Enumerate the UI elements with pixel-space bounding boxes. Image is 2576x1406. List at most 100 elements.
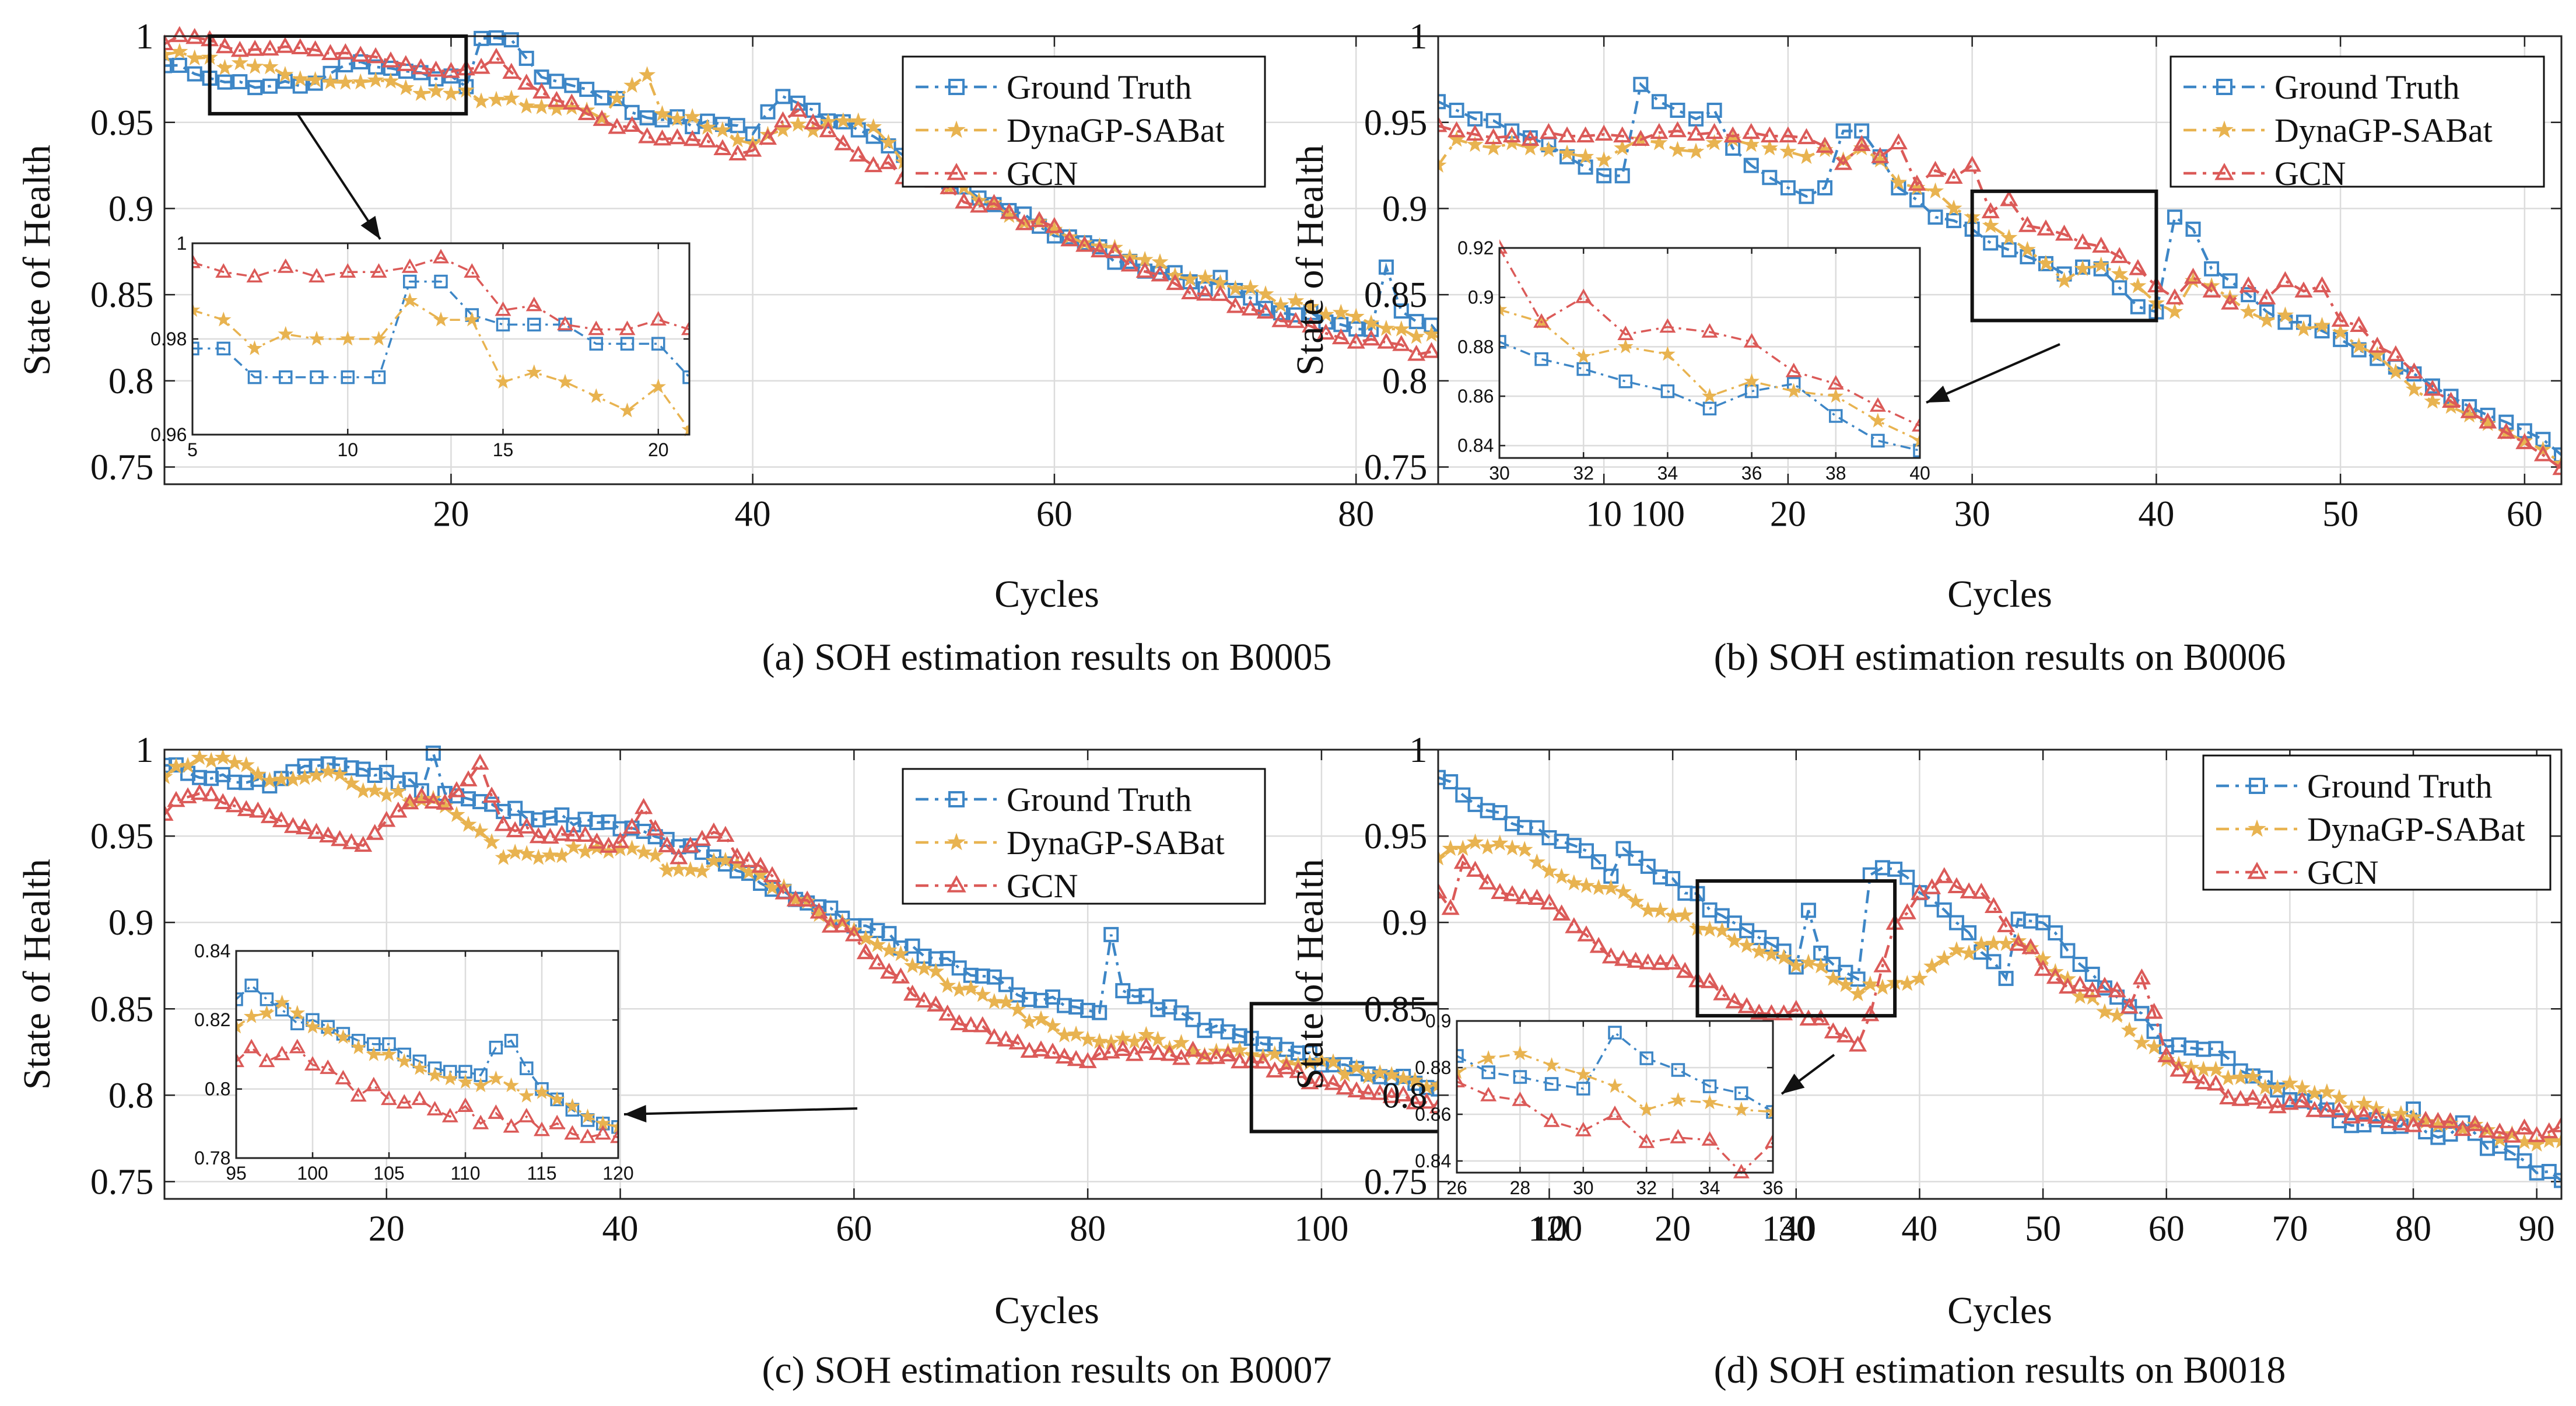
panel-b-point-dyna — [1706, 134, 1723, 151]
panel-a-point-gcn — [1105, 242, 1124, 258]
panel-b-point-gcn — [1484, 128, 1503, 145]
panel-b-point-dyna — [1890, 173, 1907, 190]
panel-c-inset-point-gcn — [320, 1059, 337, 1074]
panel-c-point-dyna — [1032, 1010, 1050, 1027]
panel-a-point-gcn — [1030, 211, 1049, 228]
panel-a-inset-line-gcn — [192, 256, 689, 331]
panel-a-inset-point-gt — [192, 341, 199, 356]
panel-c-point-dyna — [986, 993, 1003, 1009]
panel-c-inset-point-dyna — [396, 1053, 412, 1068]
panel-b-inset-point-dyna — [1912, 432, 1920, 447]
panel-c-point-gcn — [670, 848, 688, 865]
panel-c-point-gcn — [272, 811, 290, 827]
panel-d-point-gcn — [2318, 1101, 2336, 1117]
panel-b-inset-xtick-label: 30 — [1489, 463, 1510, 484]
panel-c-point-dyna — [214, 749, 232, 765]
panel-c-point-gcn — [962, 1016, 980, 1033]
panel-b-point-gcn — [2294, 281, 2313, 298]
panel-c-point-gt — [1185, 1012, 1201, 1027]
panel-b-point-gcn — [2239, 276, 2258, 293]
panel-c-point-dyna — [1383, 1066, 1400, 1082]
panel-d-point-gcn — [1947, 877, 1966, 894]
panel-d-xtick-label: 50 — [2025, 1209, 2061, 1248]
panel-b-inset-point-gcn — [1575, 288, 1592, 303]
panel-c-point-gcn — [1301, 1073, 1319, 1090]
panel-d-point-gcn — [2157, 1046, 2176, 1062]
panel-a-ytick-label: 0.75 — [90, 448, 154, 488]
panel-d-point-gt — [1615, 841, 1631, 856]
panel-c-point-gcn — [295, 818, 314, 835]
panel-b-point-gcn — [2184, 267, 2203, 284]
panel-a-inset-point-gt — [279, 370, 293, 384]
panel-c-inset-point-dyna — [488, 1070, 504, 1086]
panel-a-legend-label-gt: Ground Truth — [1007, 68, 1191, 106]
panel-a-point-gt — [217, 74, 233, 90]
panel-d-point-gcn — [2404, 1115, 2423, 1132]
panel-c-inset-point-gcn — [534, 1121, 550, 1136]
panel-c-point-dyna — [892, 945, 910, 961]
panel-c-point-gcn — [319, 826, 338, 843]
panel-a-point-gcn — [984, 194, 1004, 210]
panel-b-inset-ytick-label: 0.84 — [1457, 435, 1494, 456]
panel-d-point-dyna — [1676, 906, 1694, 923]
panel-c-point-gcn — [635, 798, 653, 814]
panel-c-point-gcn — [950, 1014, 969, 1031]
panel-c-inset-point-gt — [611, 1120, 618, 1134]
panel-d-point-gcn — [2071, 975, 2090, 992]
panel-b-point-dyna — [1595, 151, 1613, 168]
panel-c-point-gcn — [1336, 1078, 1354, 1095]
panel-a-inset-point-gt — [371, 370, 386, 384]
panel-b-point-gt — [1909, 192, 1925, 208]
panel-c-point-dyna — [226, 754, 243, 771]
panel-d-point-gcn — [1898, 903, 1916, 919]
panel-d-point-gcn — [2354, 1106, 2373, 1122]
panel-d-point-gt — [1899, 869, 1915, 885]
panel-d-inset-point-gt — [1734, 1086, 1748, 1100]
panel-c-inset-point-gcn — [381, 1090, 397, 1106]
panel-d-point-dyna — [1454, 840, 1471, 856]
panel-d-point-gcn — [2293, 1092, 2312, 1108]
panel-a-point-gcn — [164, 34, 174, 51]
panel-b-inset-point-gt — [1576, 362, 1590, 376]
panel-a-point-gt — [1258, 300, 1274, 316]
panel-d-point-dyna — [1553, 868, 1571, 884]
panel-a-inset-point-gt — [496, 317, 510, 332]
panel-a-point-dyna — [518, 97, 535, 114]
panel-c-inset-point-dyna — [412, 1060, 427, 1075]
panel-c-point-dyna — [635, 843, 653, 860]
panel-b-point-dyna — [2387, 363, 2405, 380]
panel-d-ytick-label: 0.8 — [1382, 1076, 1428, 1115]
panel-a-point-dyna — [352, 73, 369, 90]
panel-b-inset-point-gt — [1618, 374, 1633, 389]
panel-a-inset-point-gt — [403, 274, 417, 289]
panel-b-point-dyna — [2276, 306, 2294, 323]
panel-a-inset-point-gt — [247, 370, 262, 384]
panel-d-point-dyna — [2269, 1079, 2286, 1096]
panel-b-point-gcn — [1668, 121, 1687, 138]
panel-a-point-gcn — [788, 100, 807, 117]
panel-d-point-gcn — [1910, 884, 1929, 900]
panel-d-point-dyna — [1503, 839, 1521, 856]
panel-c-point-dyna — [1044, 1017, 1061, 1034]
panel-d-point-gcn — [1614, 950, 1632, 966]
panel-d-point-dyna — [1837, 975, 1854, 992]
panel-c-inset-point-gcn — [304, 1056, 321, 1071]
panel-b-legend-label-gt: Ground Truth — [2274, 68, 2459, 106]
panel-a-point-gt — [232, 74, 248, 90]
panel-a-point-dyna — [1332, 303, 1350, 320]
panel-b-inset-point-gt — [1744, 384, 1759, 398]
panel-b-inset-ytick-label: 0.86 — [1457, 386, 1494, 407]
panel-c-point-dyna — [682, 861, 699, 877]
panel-b-point-dyna — [1577, 148, 1594, 165]
panel-c-inset-point-gcn — [426, 1101, 443, 1115]
panel-d-point-gcn — [2280, 1093, 2299, 1110]
panel-a-inset-point-dyna — [588, 388, 604, 403]
panel-b-point-gt — [1762, 170, 1778, 186]
panel-d-xtick-label: 40 — [1901, 1209, 1937, 1248]
panel-b-inset-point-gt — [1913, 443, 1920, 458]
panel-b-legend: Ground Truth DynaGP-SABat GCN — [2170, 55, 2545, 193]
panel-b-inset-series-gcn — [1499, 239, 1920, 432]
panel-c-inset-point-gcn — [243, 1038, 260, 1054]
panel-c-inset-point-gcn — [594, 1125, 611, 1140]
